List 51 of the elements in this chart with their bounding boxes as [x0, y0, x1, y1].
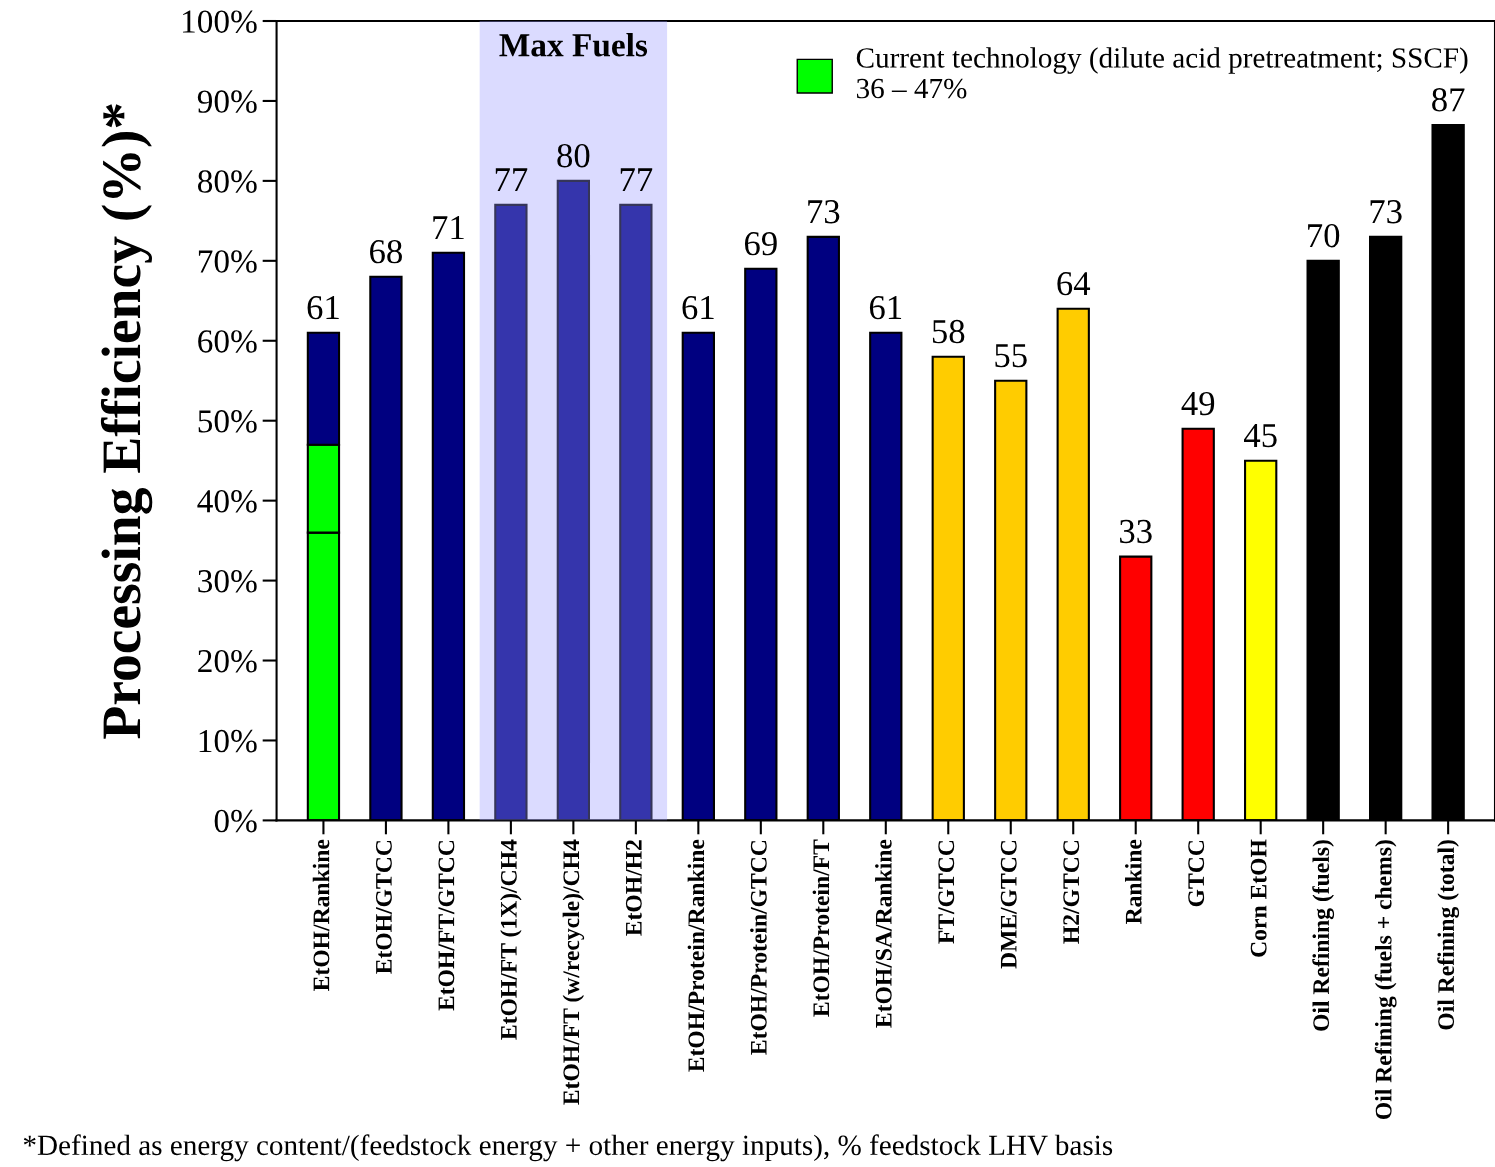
total-label: 71 [433, 216, 464, 240]
x-tick-label: EtOH/Protein/Rankine [687, 839, 705, 1072]
x-tick-label: Oil Refining (fuels) [1312, 840, 1335, 1031]
total-label: 49 [1181, 391, 1215, 416]
total-label: 77 [620, 168, 653, 192]
x-tick-label: EtOH/SA/Rankine [875, 839, 892, 1028]
x-tick-label: EtOH/Protein/GTCC [750, 840, 767, 1055]
y-tick-label: 40% [197, 490, 257, 513]
x-tick-label: FT/GTCC [938, 840, 955, 944]
y-tick-label: 60% [198, 330, 257, 353]
text: *Defined as energy content/(feedstock energy + other energy inputs), % feedstock LHV basis [23, 1134, 1113, 1162]
total-label: 68 [370, 239, 402, 264]
x-tick-label: GTCC [1188, 840, 1205, 907]
x-tick-label: EtOH/GTCC [375, 840, 392, 974]
y-tick-label: 30% [198, 569, 257, 593]
x-tick-label: EtOH/FT (1X)/CH4 [500, 839, 522, 1040]
y-tick-label: 0% [214, 809, 257, 833]
y-tick-label: 100% [182, 10, 257, 34]
total-label: 77 [495, 168, 528, 192]
total-label: 73 [808, 200, 840, 224]
x-tick-label: Oil Refining (total) [1437, 840, 1460, 1030]
x-tick-label: Corn EtOH [1250, 839, 1267, 957]
band-label: Max Fuels [499, 33, 648, 57]
x-tick-label: EtOH/Rankine [312, 839, 330, 991]
total-label: 61 [307, 295, 339, 320]
x-tick-label: EtOH/FT (w/recycle)/CH4 [562, 839, 585, 1105]
total-label: 69 [744, 232, 777, 256]
total-label: 73 [1370, 200, 1402, 224]
total-label: 64 [1057, 272, 1091, 296]
y-tick-label: 80% [198, 170, 257, 193]
y-tick-label: 90% [197, 90, 257, 113]
x-tick-label: EtOH/Protein/FT [812, 839, 830, 1017]
total-label: 70 [1308, 223, 1340, 248]
x-tick-label: EtOH/H2 [625, 840, 642, 936]
total-label: 45 [1244, 424, 1277, 448]
total-label: 58 [932, 319, 965, 344]
x-tick-label: EtOH/FT/GTCC [438, 840, 455, 1011]
y-axis-title: Processing Efficiency (%)* [100, 104, 153, 739]
x-tick-label: Rankine [1125, 839, 1142, 925]
y-tick-label: 10% [199, 729, 257, 753]
x-tick-label: DME/GTCC [1000, 840, 1017, 969]
x-tick-label: Oil Refining (fuels + chems) [1374, 840, 1397, 1120]
total-label: 61 [869, 295, 902, 320]
y-tick-label: 20% [198, 649, 257, 673]
total-label: 33 [1120, 519, 1152, 544]
total-label: 61 [682, 295, 714, 320]
y-tick-label: 70% [198, 250, 257, 273]
total-label: 55 [995, 344, 1027, 368]
total-label: 80 [557, 144, 590, 168]
y-tick-label: 50% [198, 410, 257, 433]
x-tick-label: H2/GTCC [1063, 840, 1080, 944]
